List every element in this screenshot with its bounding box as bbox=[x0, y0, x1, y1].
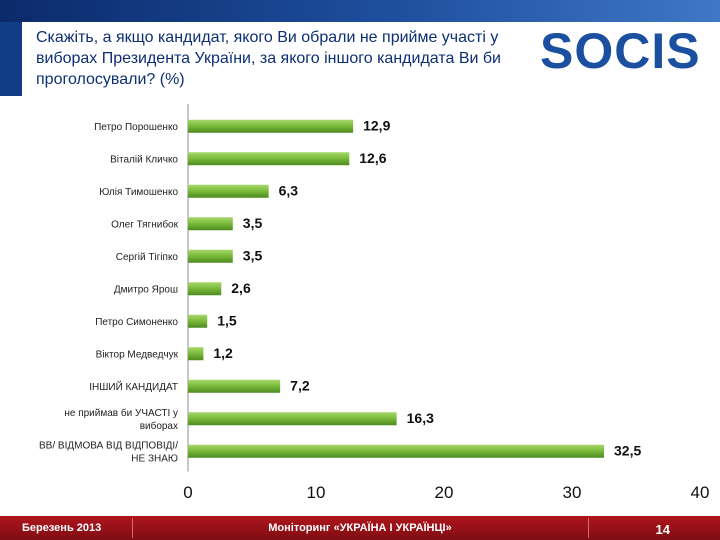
category-label: Петро Симоненко bbox=[95, 317, 178, 328]
category-label: не приймав би УЧАСТІ у виборах bbox=[64, 407, 178, 432]
bar bbox=[188, 444, 604, 458]
bar-chart: Петро Порошенко 12,9 Віталій Кличко 12,6 Юлі… bbox=[39, 104, 710, 502]
data-label: 3,5 bbox=[243, 247, 263, 263]
x-tick-label: 10 bbox=[307, 483, 326, 502]
page-number: 14 bbox=[655, 522, 670, 537]
data-label: 6,3 bbox=[279, 182, 299, 198]
bar bbox=[188, 152, 350, 166]
footer: Березень 2013 Моніторинг «УКРАЇНА І УКРА… bbox=[0, 516, 720, 540]
slide-title: Скажіть, а якщо кандидат, якого Ви обрал… bbox=[36, 29, 501, 88]
category-label: Сергій Тігіпко bbox=[116, 252, 179, 263]
category-label: Юлія Тимошенко bbox=[99, 187, 178, 198]
x-tick-label: 20 bbox=[435, 483, 454, 502]
socis-logo-text: SOCIS bbox=[540, 23, 701, 78]
category-label: Віталій Кличко bbox=[110, 154, 178, 165]
bar bbox=[188, 282, 222, 296]
category-label: Дмитро Ярош bbox=[114, 284, 178, 295]
data-label: 1,5 bbox=[217, 312, 237, 328]
socis-logo: SOCIS bbox=[540, 23, 701, 78]
data-label: 12,6 bbox=[359, 150, 386, 166]
bar bbox=[188, 347, 204, 361]
bar bbox=[188, 184, 269, 198]
x-tick-label: 0 bbox=[183, 483, 192, 502]
left-accent bbox=[0, 22, 22, 96]
footer-divider bbox=[588, 518, 589, 538]
category-label: Петро Порошенко bbox=[94, 122, 178, 133]
data-label: 12,9 bbox=[363, 117, 390, 133]
bar bbox=[188, 217, 233, 231]
category-label: Віктор Медведчук bbox=[96, 349, 179, 360]
x-tick-label: 30 bbox=[563, 483, 582, 502]
data-label: 16,3 bbox=[407, 410, 434, 426]
footer-date: Березень 2013 bbox=[22, 522, 102, 534]
category-label: ВВ/ ВІДМОВА ВІД ВІДПОВІДІ/НЕ ЗНАЮ bbox=[39, 440, 178, 464]
footer-divider bbox=[132, 518, 133, 538]
data-label: 2,6 bbox=[231, 280, 251, 296]
data-label: 7,2 bbox=[290, 377, 310, 393]
bar bbox=[188, 119, 354, 133]
category-label: Олег Тягнибок bbox=[111, 218, 178, 230]
data-label: 1,2 bbox=[213, 345, 233, 361]
data-label: 3,5 bbox=[243, 215, 263, 231]
bar bbox=[188, 412, 397, 426]
category-label: ІНШИЙ КАНДИДАТ bbox=[89, 380, 178, 393]
data-label: 32,5 bbox=[614, 442, 641, 458]
footer-title: Моніторинг «УКРАЇНА І УКРАЇНЦІ» bbox=[268, 522, 452, 534]
bar bbox=[188, 249, 233, 263]
top-band bbox=[0, 0, 720, 22]
bar bbox=[188, 314, 208, 328]
x-tick-label: 40 bbox=[691, 483, 710, 502]
bar bbox=[188, 379, 281, 393]
